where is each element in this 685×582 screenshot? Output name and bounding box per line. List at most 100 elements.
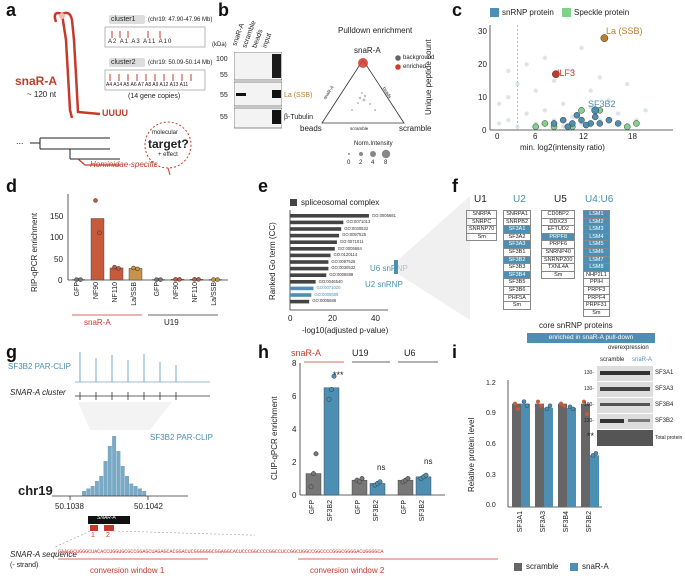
f-protein-cell: SNRNP70: [465, 225, 498, 234]
i-point-scramble: [582, 399, 586, 404]
marker-55a: 55: [220, 72, 228, 79]
norm-dot-4: [370, 151, 376, 157]
pulldown-title: Pulldown enrichment: [338, 26, 413, 35]
legend-enriched-dot: [395, 64, 401, 70]
e-ylabel: Ranked Go term (CC): [268, 222, 277, 300]
c-point-background: [588, 104, 593, 110]
cluster2-coords: (chr19: 50.09-50.14 Mb): [148, 60, 213, 66]
band-sf3b4: [600, 403, 650, 406]
i-x-label: SF3A3: [540, 511, 547, 533]
gene-label: A2: [108, 39, 118, 45]
norm-title: Norm.Intensity: [354, 141, 393, 147]
h-point: [308, 484, 314, 490]
e-go-term: GO:0005686: [312, 298, 337, 304]
g-chrom: chr19: [18, 483, 53, 498]
panel-label-e: e: [258, 176, 269, 196]
c-ylabel: Unique peptide count: [424, 39, 433, 115]
norm-dot-2: [359, 152, 363, 156]
lane-label-input: input: [261, 32, 274, 49]
gene-label: A7: [137, 82, 144, 88]
gene-label: A14: [113, 82, 123, 88]
i-point-snara: [544, 406, 550, 412]
i-point-scramble: [513, 401, 517, 406]
g-window-2-box: [104, 525, 114, 531]
band-input-top: [272, 54, 281, 78]
h-point: [377, 479, 383, 485]
tree-ellipsis: ...: [16, 136, 24, 146]
e-go-term: GO:0005688: [329, 271, 354, 277]
i-blot-marker-3: 100-: [584, 402, 595, 408]
f-protein-cell: PRPF8: [540, 232, 576, 242]
g-hist-bar: [99, 476, 104, 496]
f-protein-cell: LSM4: [583, 232, 610, 242]
marker-100: 100: [216, 56, 228, 63]
e-go-term: GO:0030532: [344, 225, 369, 231]
e-bar: [290, 286, 314, 291]
g-hist-bar: [120, 466, 125, 496]
g-zoom-wedge: [78, 402, 172, 430]
f-protein-cell: SF3A3: [502, 240, 532, 249]
c-point-background: [524, 111, 529, 116]
norm-dot-0: [348, 153, 350, 155]
g-hist-bar: [82, 491, 86, 496]
gene-label: A13: [169, 82, 179, 88]
ternary-enriched-point: [358, 58, 368, 68]
vertex-left: beads: [300, 124, 322, 133]
e-f-connector: [394, 196, 470, 320]
c-point-speckle: [541, 120, 549, 127]
bar-chart-h: [299, 361, 445, 496]
f-protein-cell: SNRPB2: [502, 217, 532, 227]
norm-4: 4: [371, 160, 375, 166]
e-bar: [290, 233, 340, 238]
h-bar: [323, 387, 340, 496]
c-point-snrnp: [550, 120, 558, 127]
c-x-tick-6: 6: [533, 132, 538, 141]
g-seq-label: SNAR-A sequence: [10, 550, 77, 559]
g-window-num-1: 1: [91, 532, 95, 539]
band-tubulin-input: [272, 110, 281, 124]
f-protein-cell: SF3B5: [502, 278, 532, 287]
c-point-highlight: [552, 70, 560, 79]
kda-label: (kDa): [212, 42, 227, 48]
c-point-background: [570, 114, 575, 120]
panel-label-c: c: [452, 0, 463, 20]
f-protein-cell: Sm: [465, 232, 498, 242]
f-protein-cell: EFTUD2: [540, 225, 576, 234]
c-point-background: [597, 75, 602, 80]
f-protein-cell: LSM5: [583, 240, 610, 249]
f-protein-cell: SF3B6: [502, 285, 532, 295]
g-window-num-2: 2: [106, 532, 110, 539]
i-point-scramble: [516, 406, 520, 411]
f-table-u5: CD0BP2 DDX23 EFTUD2 PRPF8 PRPF6 SNRNP40 SNRNP2…: [540, 210, 576, 280]
d-point: [158, 277, 163, 282]
i-blot-label-sf3b4: SF3B4: [655, 402, 674, 408]
legend-speckle-swatch: [562, 8, 571, 17]
band-sf3a3: [600, 387, 650, 391]
c-x-tick-12: 12: [579, 132, 588, 141]
c-point-speckle: [633, 120, 640, 127]
g-zoom-label: SF3B2 PAR-CLIP: [150, 433, 213, 442]
legend-bg-dot: [395, 55, 401, 61]
f-protein-cell: SF3A1: [502, 225, 532, 234]
c-point-background: [533, 88, 538, 93]
c-y-tick-10: 10: [478, 93, 487, 102]
cluster2-genes: A4 A14 A5 A6 A7 A8 A9 A12 A13 A11: [106, 82, 188, 88]
c-point-snrnp: [564, 123, 572, 130]
f-protein-cell: SNRNP200: [540, 255, 576, 265]
h-point: [331, 373, 337, 379]
i-blot-marker-1: 130-: [584, 370, 595, 376]
c-point-background: [496, 101, 502, 106]
c-point-background: [561, 124, 566, 129]
band-sf3a1: [600, 371, 650, 375]
cluster1-tag: cluster1: [111, 16, 136, 23]
band-la-snara: [236, 93, 246, 96]
band-label-tubulin: β-Tubulin: [284, 114, 314, 121]
target-big: target?: [148, 137, 189, 151]
c-x-tick-0: 0: [495, 132, 500, 141]
h-point: [357, 479, 362, 485]
d-point: [177, 277, 182, 282]
e-bar: [290, 214, 369, 218]
target-note: + effect: [158, 152, 178, 158]
c-point-background: [643, 108, 648, 113]
c-point-snrnp: [605, 116, 613, 124]
